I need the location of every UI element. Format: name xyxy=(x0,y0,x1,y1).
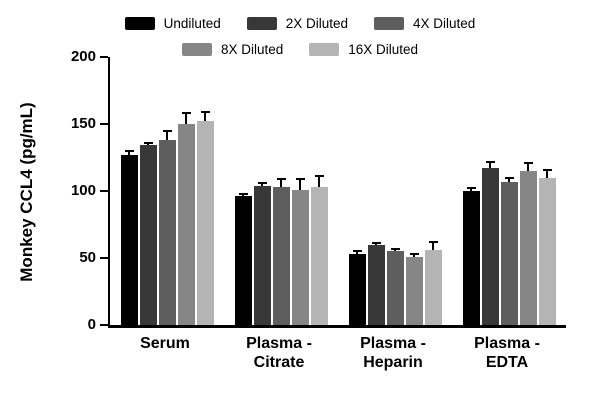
error-bar-cap xyxy=(409,253,419,255)
error-bar-cap xyxy=(523,161,533,164)
error-bar-cap xyxy=(124,149,134,152)
error-bar xyxy=(185,113,187,124)
y-tick xyxy=(100,324,108,326)
x-category-label: Plasma - EDTA xyxy=(474,335,540,372)
bar-2x-diluted xyxy=(367,242,385,325)
bar-4x-diluted xyxy=(500,176,518,325)
error-bar xyxy=(204,111,206,122)
error-bar xyxy=(147,142,149,146)
bar-2x-diluted xyxy=(139,141,157,325)
bar-groups xyxy=(110,57,566,325)
bar-8x-diluted xyxy=(405,253,423,325)
error-bar xyxy=(508,177,510,182)
error-bar xyxy=(413,254,415,257)
y-tick xyxy=(100,123,108,125)
error-bar-cap xyxy=(542,168,552,171)
error-bar xyxy=(527,162,529,171)
bar-2x-diluted xyxy=(253,181,271,325)
legend-item: 4X Diluted xyxy=(374,16,475,31)
error-bar-cap xyxy=(371,242,381,245)
bar-8x-diluted xyxy=(177,112,195,325)
bar-16x-diluted xyxy=(538,168,556,325)
x-category-label: Plasma - Heparin xyxy=(360,335,426,372)
y-tick xyxy=(100,190,108,192)
error-bar-cap xyxy=(181,112,191,115)
error-bar xyxy=(394,248,396,252)
error-bar xyxy=(489,161,491,169)
error-bar xyxy=(318,176,320,187)
legend-item: 16X Diluted xyxy=(309,42,418,57)
error-bar xyxy=(280,178,282,187)
bar-group xyxy=(110,57,224,325)
legend-swatch xyxy=(309,43,340,56)
error-bar-cap xyxy=(466,187,476,190)
error-bar xyxy=(470,188,472,191)
x-category-label: Serum xyxy=(140,335,190,352)
bar-16x-diluted xyxy=(424,240,442,325)
error-bar-cap xyxy=(143,141,153,144)
error-bar xyxy=(242,193,244,197)
y-tick-label: 50 xyxy=(79,249,96,266)
bar-4x-diluted xyxy=(272,177,290,325)
error-bar-cap xyxy=(200,110,210,113)
error-bar-cap xyxy=(295,177,305,180)
legend-label: 16X Diluted xyxy=(348,42,419,57)
error-bar xyxy=(166,130,168,141)
x-category-label: Plasma - Citrate xyxy=(246,335,312,372)
y-tick xyxy=(100,56,108,58)
legend-label: 2X Diluted xyxy=(285,16,349,31)
legend-swatch xyxy=(124,17,155,30)
bar-group xyxy=(338,57,452,325)
legend-swatch xyxy=(246,17,277,30)
error-bar xyxy=(128,150,130,155)
error-bar xyxy=(356,251,358,254)
error-bar-cap xyxy=(162,129,172,132)
error-bar-cap xyxy=(390,247,400,250)
bar-undiluted xyxy=(348,250,366,325)
legend-label: 8X Diluted xyxy=(220,42,284,57)
bar-group xyxy=(452,57,566,325)
error-bar xyxy=(546,169,548,178)
error-bar xyxy=(261,182,263,186)
legend-item: Undiluted xyxy=(124,16,221,31)
legend-swatch xyxy=(374,17,405,30)
error-bar-cap xyxy=(485,160,495,163)
error-bar-cap xyxy=(428,240,438,243)
error-bar-cap xyxy=(257,181,267,184)
y-tick xyxy=(100,257,108,259)
bar-2x-diluted xyxy=(481,160,499,325)
error-bar-cap xyxy=(314,175,324,178)
error-bar xyxy=(432,241,434,250)
y-tick-label: 100 xyxy=(70,182,96,199)
error-bar xyxy=(299,178,301,190)
plot-area: 0 50 100 150 200 xyxy=(71,49,566,332)
y-axis-label: Monkey CCL4 (pg/mL) xyxy=(17,102,36,282)
error-bar-cap xyxy=(276,177,286,180)
y-tick-label: 150 xyxy=(70,115,96,132)
legend-item: 8X Diluted xyxy=(181,42,284,57)
x-axis-labels: Serum Plasma - Citrate Plasma - Heparin Pla… xyxy=(108,334,564,372)
error-bar-cap xyxy=(504,176,514,179)
bar-group xyxy=(224,57,338,325)
bar-16x-diluted xyxy=(196,110,214,325)
bar-undiluted xyxy=(462,187,480,325)
y-tick-label: 0 xyxy=(87,316,96,333)
bar-undiluted xyxy=(234,192,252,325)
legend-label: Undiluted xyxy=(163,16,221,31)
error-bar-cap xyxy=(352,250,362,253)
legend: Undiluted 2X Diluted 4X Diluted 8X Diluted 1… xyxy=(110,16,490,57)
bar-8x-diluted xyxy=(291,177,309,325)
y-tick-label: 200 xyxy=(70,48,96,65)
error-bar-cap xyxy=(238,192,248,195)
bar-undiluted xyxy=(120,149,138,325)
bar-16x-diluted xyxy=(310,175,328,325)
legend-item: 2X Diluted xyxy=(246,16,349,31)
legend-label: 4X Diluted xyxy=(413,16,476,31)
bar-4x-diluted xyxy=(158,129,176,325)
legend-swatch xyxy=(181,43,212,56)
bar-8x-diluted xyxy=(519,161,537,325)
bar-4x-diluted xyxy=(386,247,404,325)
